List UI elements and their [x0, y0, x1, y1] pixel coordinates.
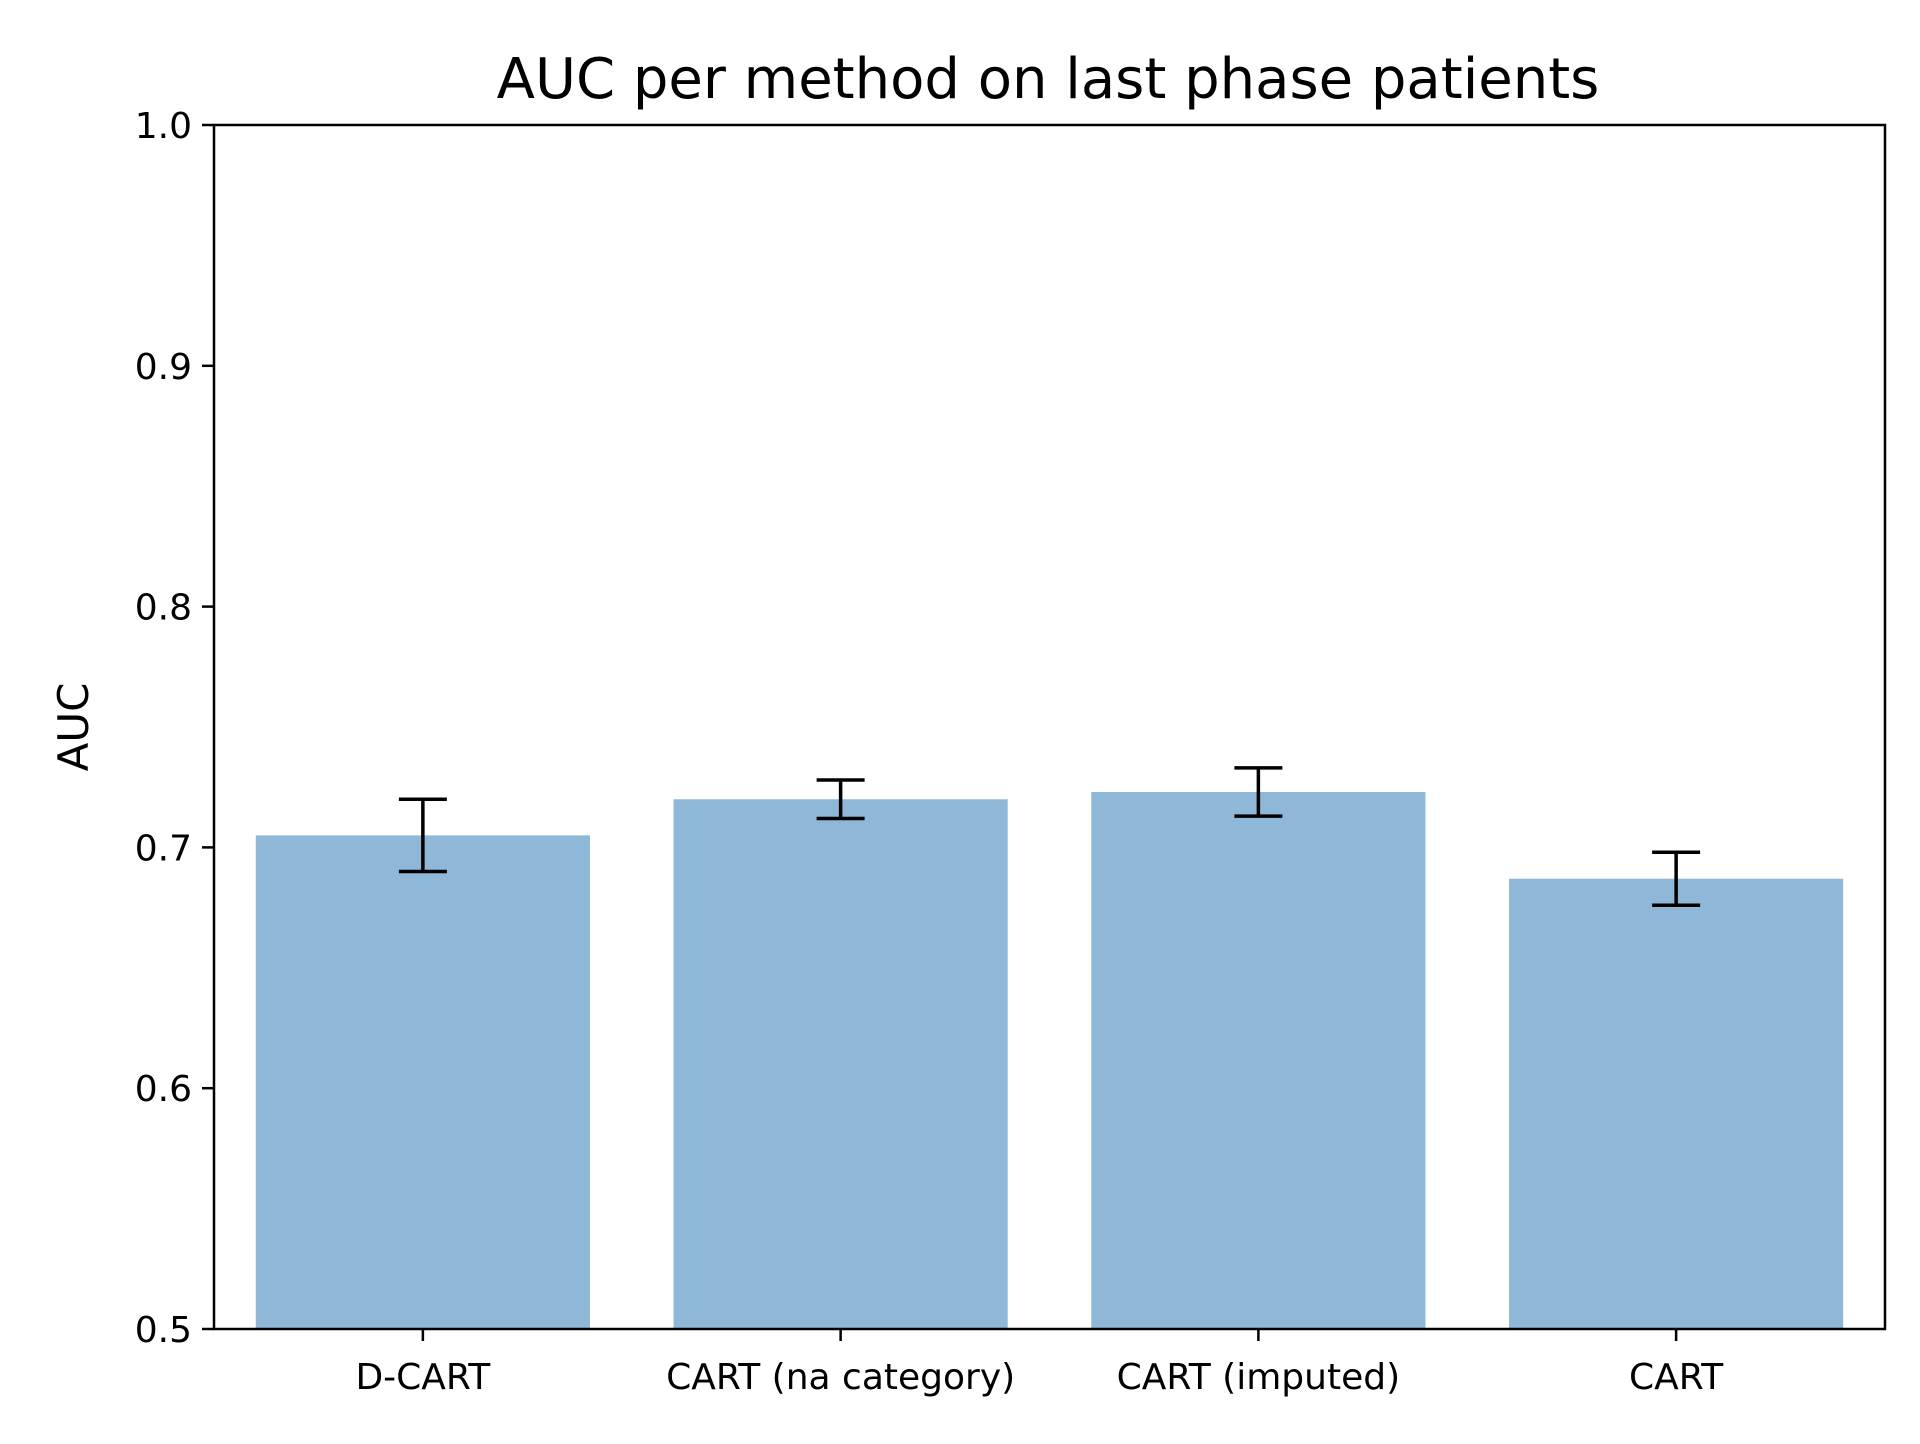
x-tick-label: CART (na category) [666, 1357, 1015, 1398]
y-tick-label: 0.6 [135, 1069, 192, 1110]
plot-area: 0.5 0.6 0.7 0.8 0.9 1.0 D-CART CART (na categor… [135, 106, 1887, 1398]
chart-title: AUC per method on last phase patients [497, 47, 1600, 112]
y-tick-label: 0.8 [135, 588, 192, 629]
x-tick-label: D-CART [355, 1357, 491, 1398]
y-tick-label: 1.0 [135, 106, 192, 147]
y-tick-label: 0.7 [135, 828, 192, 869]
bar [1091, 792, 1426, 1329]
y-tick-label: 0.9 [135, 347, 192, 388]
axes-frame [212, 123, 1887, 1331]
x-tick-label: CART [1629, 1357, 1724, 1398]
y-axis-label: AUC [49, 683, 98, 772]
x-tick-label: CART (imputed) [1117, 1357, 1401, 1398]
bar [255, 835, 590, 1329]
y-tick-label: 0.5 [135, 1310, 192, 1351]
bar [1509, 878, 1844, 1329]
bar [673, 799, 1008, 1329]
